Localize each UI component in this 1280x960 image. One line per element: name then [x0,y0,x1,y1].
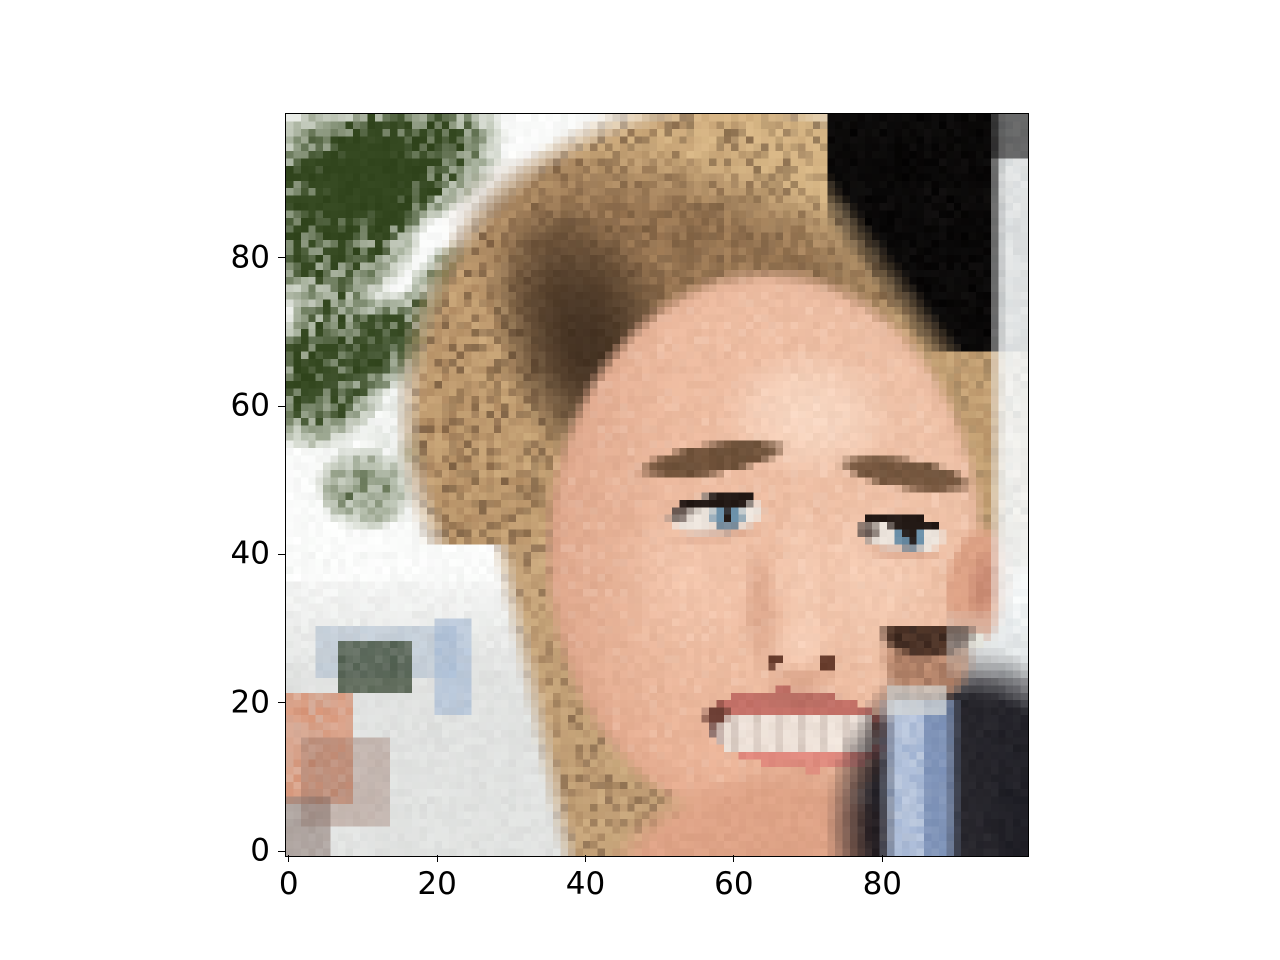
y-tick-mark [278,553,285,556]
x-tick-mark [584,855,587,862]
image-axes[interactable] [285,113,1029,857]
x-tick-label: 60 [714,866,754,902]
y-tick-mark [278,405,285,407]
y-tick-label: 40 [230,535,270,572]
x-tick-label: 40 [565,866,606,902]
x-tick-mark [733,855,735,862]
x-tick-mark [288,855,290,862]
x-tick-label: 80 [862,866,903,902]
y-tick-mark [278,257,285,259]
y-tick-label: 80 [230,239,270,276]
y-tick-mark [278,702,285,704]
y-tick-label: 20 [230,684,270,721]
x-tick-label: 0 [278,866,299,902]
x-tick-label: 20 [417,866,457,902]
y-tick-mark [278,850,285,852]
y-tick-label: 0 [250,832,270,869]
x-tick-mark [881,855,883,862]
x-tick-mark [436,855,438,862]
y-tick-label: 60 [230,387,270,424]
imshow-image [286,114,1028,856]
